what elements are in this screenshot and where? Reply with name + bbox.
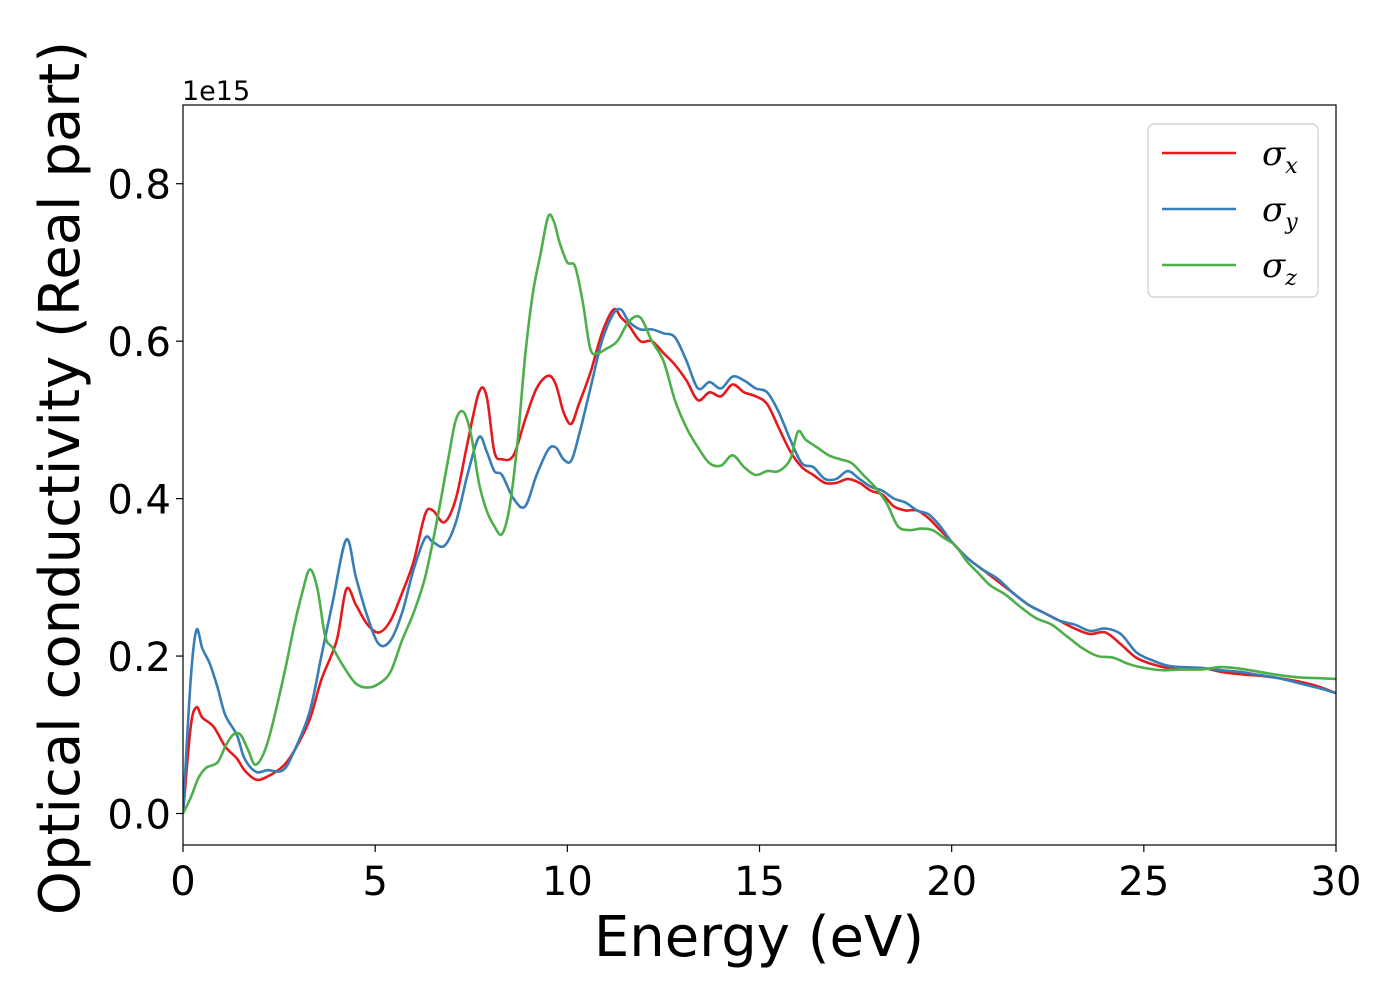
plot-area [183, 213, 1336, 815]
legend-label-z: σz [1262, 246, 1297, 291]
legend-label-base: σ [1262, 190, 1286, 230]
x-tick-label: 15 [734, 859, 785, 905]
legend-label-base: σ [1262, 246, 1286, 286]
x-tick-label: 20 [926, 859, 977, 905]
y-tick-label: 0.0 [107, 793, 171, 839]
y-tick-label: 0.2 [107, 635, 171, 681]
legend-label-subscript: x [1285, 154, 1298, 179]
y-tick-label: 0.4 [107, 478, 171, 524]
x-tick-label: 10 [542, 859, 593, 905]
x-tick-label: 0 [170, 859, 195, 905]
legend-label-subscript: y [1284, 210, 1298, 235]
y-tick-label: 0.8 [107, 163, 171, 209]
ticks: 0 5 10 15 20 25 30 0.0 0.2 0.4 0.6 0.8 [107, 163, 1361, 905]
y-axis-title: Optical conductivity (Real part) [28, 41, 93, 915]
series-line-z [183, 213, 1336, 815]
y-tick-label: 0.6 [107, 320, 171, 366]
y-offset-label: 1e15 [182, 76, 250, 107]
x-tick-label: 30 [1311, 859, 1362, 905]
x-tick-label: 5 [362, 859, 387, 905]
legend-label-x: σx [1262, 134, 1298, 179]
legend-box [1147, 123, 1319, 298]
x-tick-label: 25 [1118, 859, 1169, 905]
series-line-x [183, 307, 1336, 814]
legend-label-y: σy [1262, 190, 1298, 235]
legend-label-subscript: z [1284, 266, 1297, 291]
legend-label-base: σ [1262, 134, 1286, 174]
series-line-y [183, 307, 1336, 814]
x-axis-title: Energy (eV) [594, 905, 924, 970]
